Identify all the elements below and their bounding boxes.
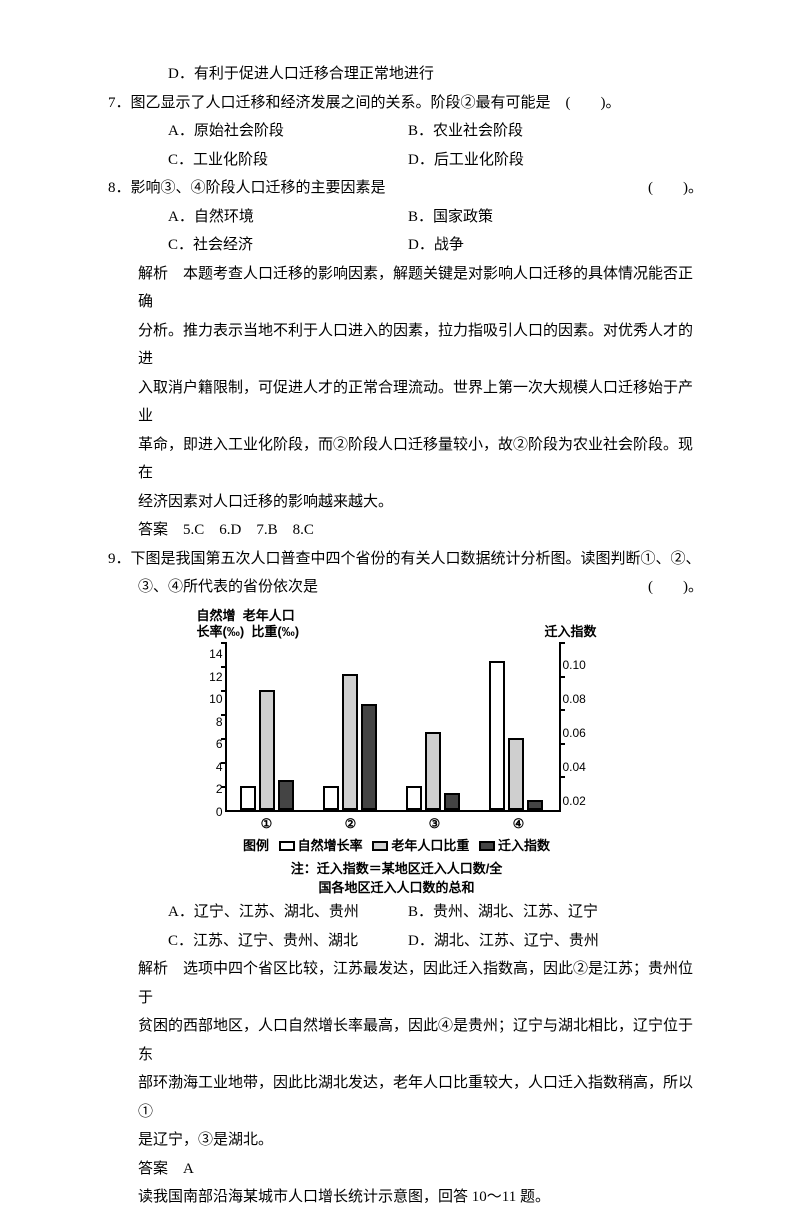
y-left-title-2: 长率(‰) [197,624,245,639]
q9-paren: ( )。 [648,573,703,602]
q7-options-row1: A．原始社会阶段 B．农业社会阶段 [90,117,703,146]
q8-text: 8．影响③、④阶段人口迁移的主要因素是 [108,174,648,203]
q9-explanation: 贫困的西部地区，人口自然增长率最高，因此④是贵州；辽宁与湖北相比，辽宁位于东 [90,1012,703,1069]
bar-groups [227,642,559,810]
q9-options-row1: A．辽宁、江苏、湖北、贵州 B．贵州、湖北、江苏、辽宁 [90,898,703,927]
q7-opt-d: D．后工业化阶段 [408,146,524,175]
option-d-prev: D．有利于促进人口迁移合理正常地进行 [90,60,703,89]
q7-opt-b: B．农业社会阶段 [408,117,523,146]
answer-9: 答案 A [90,1155,703,1184]
question-9-line1: 9．下图是我国第五次人口普查中四个省份的有关人口数据统计分析图。读图判断①、②、 [90,545,703,574]
q9-opt-a: A．辽宁、江苏、湖北、贵州 [168,898,408,927]
explanation-line: 经济因素对人口迁移的影响越来越大。 [90,488,703,517]
answers-5-8: 答案 5.C 6.D 7.B 8.C [90,516,703,545]
q8-opt-c: C．社会经济 [168,231,408,260]
chart-note-1: 注：迁入指数＝某地区迁入人口数/全 [197,861,597,878]
chart-legend: 图例 自然增长率 老年人口比重 迁入指数 [197,834,597,859]
chart-note-2: 国各地区迁入人口数的总和 [197,880,597,897]
q8-opt-d: D．战争 [408,231,464,260]
census-chart: 自然增 老年人口 长率(‰) 比重(‰) 迁入指数 14121086420 0.… [197,608,597,897]
q7-options-row2: C．工业化阶段 D．后工业化阶段 [90,146,703,175]
chart-plot: 14121086420 0.100.080.060.040.02 ①②③④ [197,642,597,832]
question-7: 7．图乙显示了人口迁移和经济发展之间的关系。阶段②最有可能是 ( )。 [90,89,703,118]
y-left-title-1: 自然增 [197,608,236,623]
q8-opt-a: A．自然环境 [168,203,408,232]
question-8: 8．影响③、④阶段人口迁移的主要因素是 ( )。 [90,174,703,203]
explanation-line: 入取消户籍限制，可促进人才的正常合理流动。世界上第一次大规模人口迁移始于产业 [90,374,703,431]
y-center-title-2: 比重(‰) [251,624,299,639]
explanation-line: 分析。推力表示当地不利于人口进入的因素，拉力指吸引人口的因素。对优秀人才的进 [90,317,703,374]
x-axis-labels: ①②③④ [225,812,561,832]
q9-text2: ③、④所代表的省份依次是 [138,573,648,602]
q9-explanation: 是辽宁，③是湖北。 [90,1126,703,1155]
q9-opt-c: C．江苏、辽宁、贵州、湖北 [168,927,408,956]
q7-opt-a: A．原始社会阶段 [168,117,408,146]
plot-area [225,642,561,812]
legend-2: 老年人口比重 [391,838,469,853]
q8-options-row2: C．社会经济 D．战争 [90,231,703,260]
q9-opt-b: B．贵州、湖北、江苏、辽宁 [408,898,598,927]
question-9-line2: ③、④所代表的省份依次是 ( )。 [90,573,703,602]
explanation-line: 解析 本题考查人口迁移的影响因素，解题关键是对影响人口迁移的具体情况能否正确 [90,260,703,317]
y-center-title-1: 老年人口 [243,608,295,623]
legend-swatch-2 [372,841,388,851]
q9-options-row2: C．江苏、辽宁、贵州、湖北 D．湖北、江苏、辽宁、贵州 [90,927,703,956]
q8-paren: ( )。 [648,174,703,203]
q8-options-row1: A．自然环境 B．国家政策 [90,203,703,232]
legend-prefix: 图例 [243,838,269,853]
y-right-title: 迁入指数 [544,624,596,639]
chart-header: 自然增 老年人口 长率(‰) 比重(‰) 迁入指数 [197,608,597,641]
q9-opt-d: D．湖北、江苏、辽宁、贵州 [408,927,599,956]
legend-1: 自然增长率 [298,838,363,853]
q9-explanation: 解析 选项中四个省区比较，江苏最发达，因此迁入指数高，因此②是江苏；贵州位于 [90,955,703,1012]
q7-opt-c: C．工业化阶段 [168,146,408,175]
legend-swatch-1 [279,841,295,851]
legend-swatch-3 [479,841,495,851]
explanation-line: 革命，即进入工业化阶段，而②阶段人口迁移量较小，故②阶段为农业社会阶段。现在 [90,431,703,488]
y-axis-left: 14121086420 [197,642,223,812]
q9-explanation: 部环渤海工业地带，因此比湖北发达，老年人口比重较大，人口迁入指数稍高，所以① [90,1069,703,1126]
legend-3: 迁入指数 [498,838,550,853]
y-axis-right: 0.100.080.060.040.02 [563,642,597,812]
q8-opt-b: B．国家政策 [408,203,493,232]
next-section-intro: 读我国南部沿海某城市人口增长统计示意图，回答 10～11 题。 [90,1183,703,1212]
